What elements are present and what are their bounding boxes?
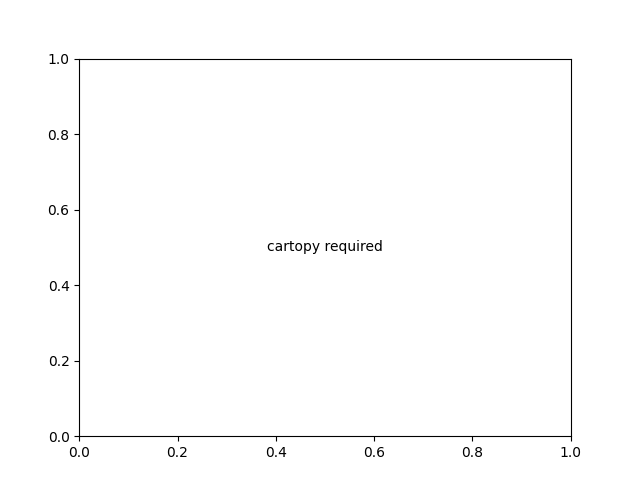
Text: cartopy required: cartopy required [267, 241, 383, 254]
